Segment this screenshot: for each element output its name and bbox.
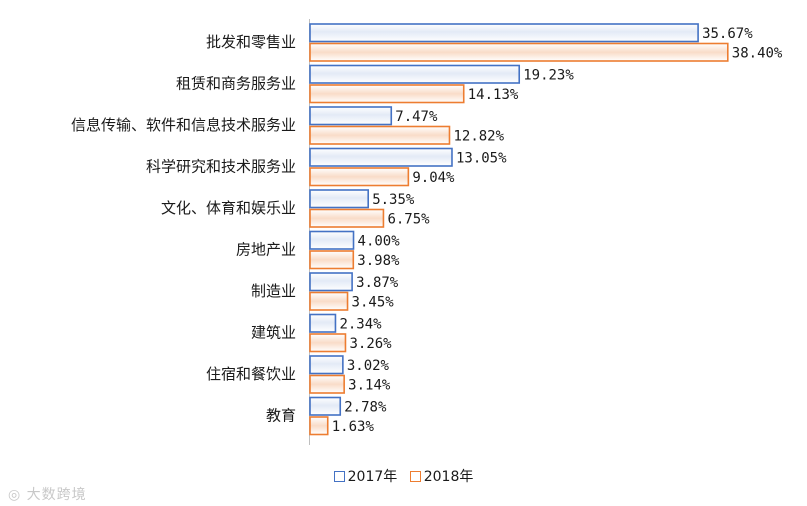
bar-2018 bbox=[309, 416, 329, 436]
legend-item-2018: 2018年 bbox=[409, 466, 474, 486]
bar-2017 bbox=[309, 396, 342, 416]
legend: 2017年 2018年 bbox=[0, 466, 807, 486]
legend-swatch-2017 bbox=[333, 470, 345, 482]
category-label: 科学研究和技术服务业 bbox=[146, 158, 296, 176]
category-label: 房地产业 bbox=[236, 241, 296, 259]
value-label: 7.47% bbox=[395, 109, 438, 125]
watermark-text: 大数跨境 bbox=[26, 487, 87, 503]
value-label: 13.05% bbox=[456, 150, 507, 166]
bar-2018 bbox=[309, 167, 410, 187]
bar-2018 bbox=[309, 291, 349, 311]
category-label: 租赁和商务服务业 bbox=[176, 75, 296, 93]
bar-2018 bbox=[309, 250, 355, 270]
category-label: 住宿和餐饮业 bbox=[206, 365, 296, 383]
bar-2017 bbox=[309, 230, 355, 250]
legend-item-2017: 2017年 bbox=[333, 466, 398, 486]
bar-2018 bbox=[309, 84, 465, 104]
value-label: 1.63% bbox=[332, 419, 375, 435]
value-label: 3.98% bbox=[357, 253, 400, 269]
value-label: 9.04% bbox=[412, 170, 455, 186]
value-label: 3.45% bbox=[352, 294, 395, 310]
bar-2017 bbox=[309, 23, 699, 43]
bar-2017 bbox=[309, 313, 337, 333]
bar-2018 bbox=[309, 374, 345, 394]
bar-2017 bbox=[309, 189, 370, 209]
value-label: 3.14% bbox=[348, 377, 391, 393]
bar-2017 bbox=[309, 147, 453, 167]
value-label: 2.34% bbox=[339, 316, 382, 332]
value-label: 6.75% bbox=[387, 211, 430, 227]
value-label: 14.13% bbox=[468, 87, 519, 103]
value-label: 3.87% bbox=[356, 275, 399, 291]
value-label: 3.02% bbox=[347, 358, 390, 374]
legend-label-2017: 2017年 bbox=[347, 469, 398, 485]
bar-2017 bbox=[309, 106, 393, 126]
category-label: 教育 bbox=[266, 407, 296, 425]
bar-2018 bbox=[309, 208, 385, 228]
watermark: ◎ 大数跨境 bbox=[8, 484, 87, 504]
legend-label-2018: 2018年 bbox=[423, 469, 474, 485]
bar-2017 bbox=[309, 355, 344, 375]
value-label: 12.82% bbox=[453, 128, 504, 144]
category-label: 制造业 bbox=[251, 282, 296, 300]
value-label: 4.00% bbox=[358, 233, 401, 249]
value-label: 3.26% bbox=[349, 336, 392, 352]
value-label: 38.40% bbox=[732, 45, 783, 61]
bar-2018 bbox=[309, 42, 729, 62]
bar-2018 bbox=[309, 333, 347, 353]
legend-swatch-2018 bbox=[409, 470, 421, 482]
category-label: 文化、体育和娱乐业 bbox=[161, 199, 296, 217]
value-label: 2.78% bbox=[344, 399, 387, 415]
category-label: 批发和零售业 bbox=[206, 33, 296, 51]
value-label: 19.23% bbox=[523, 67, 574, 83]
value-label: 5.35% bbox=[372, 192, 415, 208]
watermark-icon: ◎ bbox=[8, 487, 27, 503]
category-label: 信息传输、软件和信息技术服务业 bbox=[71, 116, 296, 134]
value-label: 35.67% bbox=[702, 26, 753, 42]
category-label: 建筑业 bbox=[251, 324, 296, 342]
bar-2017 bbox=[309, 272, 353, 292]
bar-2018 bbox=[309, 125, 451, 145]
bar-2017 bbox=[309, 64, 521, 84]
